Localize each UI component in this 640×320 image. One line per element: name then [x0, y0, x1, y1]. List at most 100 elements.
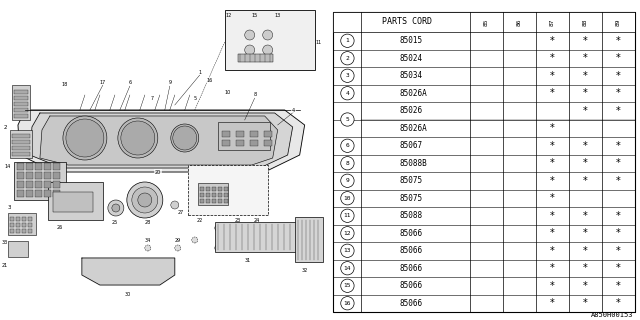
Bar [14, 114, 28, 118]
Text: PARTS CORD: PARTS CORD [381, 18, 432, 27]
Bar [236, 140, 244, 146]
Text: 27: 27 [178, 210, 184, 215]
Text: *: * [616, 281, 621, 291]
Text: 5: 5 [193, 95, 196, 100]
Text: 87: 87 [550, 18, 555, 26]
Bar [205, 199, 210, 203]
Bar [22, 217, 26, 221]
Text: *: * [616, 211, 621, 221]
Text: *: * [550, 298, 555, 308]
Text: 85026A: 85026A [399, 124, 428, 133]
Text: 18: 18 [62, 83, 68, 87]
Text: 3: 3 [346, 73, 349, 78]
Polygon shape [18, 110, 305, 172]
Text: 9: 9 [168, 81, 172, 85]
Circle shape [121, 121, 155, 155]
Bar [10, 229, 14, 233]
Polygon shape [82, 258, 175, 285]
Bar [218, 199, 221, 203]
Bar [16, 223, 20, 227]
Bar [28, 223, 32, 227]
Text: 89: 89 [616, 18, 621, 26]
Bar [35, 190, 42, 197]
Text: *: * [550, 211, 555, 221]
Text: 85075: 85075 [399, 176, 422, 185]
Bar [236, 131, 244, 137]
Text: 85034: 85034 [399, 71, 422, 80]
Circle shape [175, 245, 180, 251]
Circle shape [340, 244, 354, 257]
Bar [35, 163, 42, 170]
Bar [250, 131, 258, 137]
Text: *: * [550, 36, 555, 46]
Circle shape [63, 116, 107, 160]
Circle shape [112, 204, 120, 212]
Bar [200, 187, 204, 191]
Bar [12, 134, 30, 138]
Circle shape [340, 279, 354, 292]
Text: 24: 24 [253, 218, 260, 223]
Circle shape [340, 227, 354, 240]
Text: *: * [583, 298, 588, 308]
Circle shape [340, 262, 354, 275]
Text: 25: 25 [112, 220, 118, 225]
Text: *: * [550, 263, 555, 273]
Text: 5: 5 [346, 117, 349, 122]
Text: 2: 2 [346, 56, 349, 61]
Text: 13: 13 [344, 248, 351, 253]
Text: 85066: 85066 [399, 229, 422, 238]
Text: *: * [583, 228, 588, 238]
Bar [12, 140, 30, 144]
Text: 13: 13 [275, 13, 281, 18]
Text: 3: 3 [7, 205, 11, 210]
Bar [198, 183, 228, 205]
Bar [26, 163, 33, 170]
Text: 21: 21 [2, 263, 8, 268]
Text: *: * [616, 176, 621, 186]
Circle shape [192, 237, 198, 243]
Text: *: * [616, 106, 621, 116]
Circle shape [340, 34, 354, 47]
Text: 85088B: 85088B [399, 159, 428, 168]
Text: 34: 34 [145, 238, 151, 243]
Text: *: * [550, 176, 555, 186]
Bar [14, 96, 28, 100]
Bar [26, 181, 33, 188]
Text: *: * [583, 36, 588, 46]
Text: *: * [550, 71, 555, 81]
Circle shape [340, 209, 354, 222]
Bar [12, 146, 30, 150]
Text: *: * [616, 158, 621, 168]
Text: *: * [550, 53, 555, 63]
Bar [200, 199, 204, 203]
Text: *: * [583, 246, 588, 256]
Bar [237, 54, 273, 62]
Text: 28: 28 [145, 220, 151, 225]
Bar [53, 163, 60, 170]
Bar [53, 181, 60, 188]
Bar [44, 163, 51, 170]
Text: 17: 17 [100, 79, 106, 84]
Circle shape [262, 45, 273, 55]
Bar [221, 140, 230, 146]
Polygon shape [30, 113, 292, 168]
Bar [17, 190, 24, 197]
Bar [16, 217, 20, 221]
Text: *: * [583, 281, 588, 291]
Bar [224, 199, 228, 203]
Bar [26, 190, 33, 197]
Text: *: * [583, 88, 588, 98]
Bar [10, 130, 32, 158]
Bar [225, 10, 315, 70]
Text: *: * [616, 228, 621, 238]
Circle shape [66, 119, 104, 157]
Text: 16: 16 [344, 301, 351, 306]
Text: *: * [550, 281, 555, 291]
Bar [250, 140, 258, 146]
Text: 85066: 85066 [399, 246, 422, 255]
Bar [8, 241, 28, 257]
Bar [17, 172, 24, 179]
Bar [221, 131, 230, 137]
Text: 85088: 85088 [399, 211, 422, 220]
Bar [218, 122, 269, 150]
